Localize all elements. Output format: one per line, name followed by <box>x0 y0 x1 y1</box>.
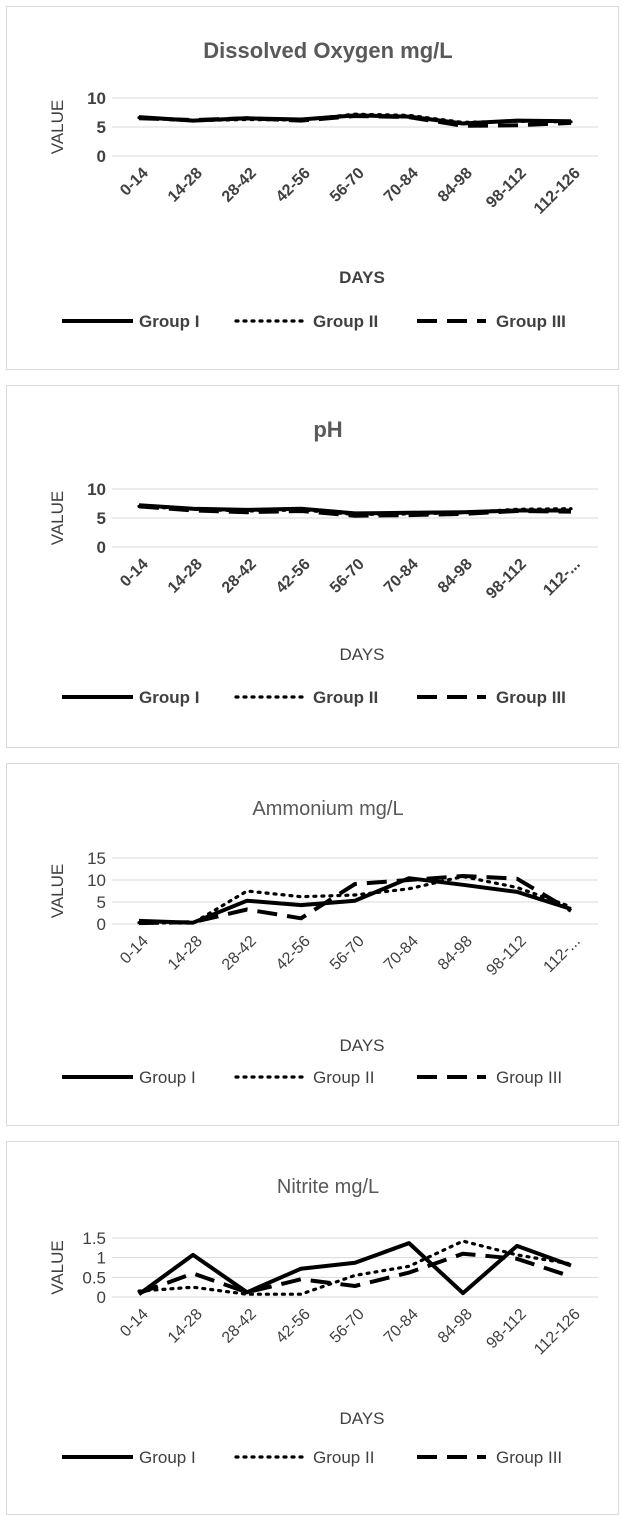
y-tick-label: 1.5 <box>82 1229 106 1248</box>
legend-label: Group II <box>313 688 378 707</box>
legend-label: Group I <box>139 1448 196 1467</box>
series-line-group-iii <box>138 874 573 926</box>
y-tick-label: 0 <box>97 538 106 557</box>
legend-label: Group I <box>139 1068 196 1087</box>
legend-label: Group III <box>496 688 566 707</box>
y-tick-label: 0 <box>97 147 106 166</box>
x-axis-label: DAYS <box>339 645 384 664</box>
series-line-group-ii <box>137 1239 573 1296</box>
y-axis-label: VALUE <box>48 864 67 919</box>
y-tick-label: 5 <box>97 893 106 912</box>
chart-title: Ammonium mg/L <box>252 798 403 820</box>
chart-legend: Group I Group II Group III <box>62 688 566 707</box>
chart-legend: Group I Group II Group III <box>62 1448 562 1467</box>
legend-label: Group I <box>139 312 199 331</box>
y-tick-label: 0 <box>97 1288 106 1307</box>
series-line-group-ii <box>137 874 573 925</box>
chart-legend: Group I Group II Group III <box>62 1068 562 1087</box>
x-axis-label: DAYS <box>339 1409 384 1428</box>
y-axis-label: VALUE <box>48 491 67 546</box>
series-line-group-iii <box>138 1251 572 1295</box>
series-line-group-iii <box>138 114 572 128</box>
y-tick-label: 0 <box>97 915 106 934</box>
legend-label: Group II <box>313 312 378 331</box>
chart-frame <box>6 6 619 370</box>
chart-frame <box>6 385 619 748</box>
chart-title: Nitrite mg/L <box>277 1176 379 1198</box>
y-tick-label: 15 <box>87 849 106 868</box>
legend-label: Group II <box>313 1068 374 1087</box>
series-line-group-iii <box>138 504 572 518</box>
chart-title: Dissolved Oxygen mg/L <box>203 38 452 63</box>
y-tick-label: 1 <box>97 1249 106 1268</box>
chart-frame <box>6 763 619 1126</box>
legend-label: Group I <box>139 688 199 707</box>
x-axis-label: DAYS <box>339 1036 384 1055</box>
y-tick-label: 5 <box>97 509 106 528</box>
y-tick-label: 10 <box>87 89 106 108</box>
y-axis-label: VALUE <box>48 1240 67 1295</box>
y-tick-label: 10 <box>87 871 106 890</box>
y-tick-label: 0.5 <box>82 1268 106 1287</box>
series-line-group-i <box>137 1241 572 1296</box>
chart-title: pH <box>313 417 342 442</box>
legend-label: Group III <box>496 1448 562 1467</box>
x-axis-label: DAYS <box>339 268 385 287</box>
y-tick-label: 10 <box>87 480 106 499</box>
legend-label: Group III <box>496 1068 562 1087</box>
legend-label: Group II <box>313 1448 374 1467</box>
series-line-group-i <box>138 876 572 925</box>
chart-frame <box>6 1141 619 1515</box>
legend-label: Group III <box>496 312 566 331</box>
y-axis-label: VALUE <box>48 100 67 155</box>
chart-legend: Group I Group II Group III <box>62 312 566 331</box>
y-tick-label: 5 <box>97 118 106 137</box>
